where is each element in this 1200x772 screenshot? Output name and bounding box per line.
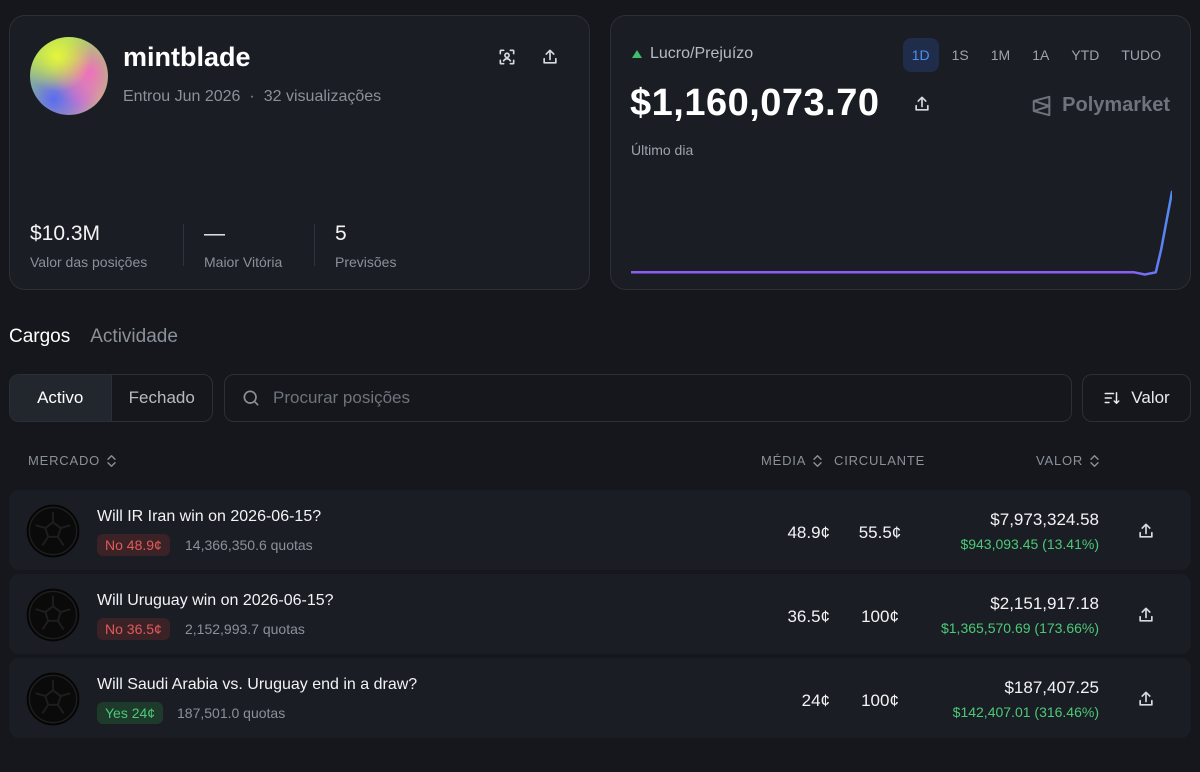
qr-scan-icon[interactable]: [496, 46, 518, 68]
stat-divider: [314, 224, 315, 266]
position-pnl: $142,407.01 (316.46%): [952, 704, 1099, 720]
position-row[interactable]: Will IR Iran win on 2026-06-15? No 48.9¢ 1…: [9, 490, 1191, 570]
market-title[interactable]: Will IR Iran win on 2026-06-15?: [97, 508, 322, 525]
sort-toggle-icon: [1090, 454, 1099, 467]
avatar[interactable]: [30, 37, 108, 115]
sort-descending-icon: [1104, 392, 1120, 404]
range-tab-1a[interactable]: 1A: [1032, 47, 1050, 63]
position-pnl: $1,365,570.69 (173.66%): [940, 620, 1099, 636]
stat-biggest-win: — Maior Vitória: [204, 222, 282, 270]
stat-divider: [183, 224, 184, 266]
average-price: 48.9¢: [787, 523, 830, 542]
range-tab-1d[interactable]: 1D: [902, 38, 939, 72]
stat-value: $10.3M: [30, 222, 101, 245]
soccer-ball-icon: [26, 588, 80, 642]
range-tabs: 1D 1S 1M 1A YTD TUDO: [902, 38, 1170, 72]
profile-meta: Entrou Jun 2026 · 32 visualizações: [123, 88, 381, 106]
meta-separator: ·: [249, 88, 255, 105]
position-value: $2,151,917.18: [990, 594, 1099, 613]
range-tab-tudo[interactable]: TUDO: [1121, 47, 1161, 63]
polymarket-logo-icon: [1032, 95, 1051, 116]
stat-label: Valor das posições: [30, 254, 148, 270]
polymarket-brand: Polymarket: [1031, 94, 1170, 117]
header-average[interactable]: MÉDIA: [761, 453, 823, 468]
filter-closed[interactable]: Fechado: [128, 388, 195, 407]
share-count: 14,366,350.6 quotas: [185, 537, 313, 553]
market-title[interactable]: Will Uruguay win on 2026-06-15?: [97, 592, 334, 609]
position-value: $187,407.25: [1004, 678, 1099, 697]
header-current-label: CIRCULANTE: [834, 453, 926, 468]
main-tabs: Cargos Actividade: [9, 326, 178, 348]
pnl-chart: [631, 190, 1172, 276]
search-icon: [243, 390, 259, 406]
stat-value: —: [204, 222, 225, 245]
header-market-label: MERCADO: [28, 453, 101, 468]
sort-toggle-icon: [813, 454, 822, 467]
market-title[interactable]: Will Saudi Arabia vs. Uruguay end in a d…: [97, 676, 418, 693]
outcome-badge: No 48.9¢: [97, 534, 170, 556]
outcome-badge: No 36.5¢: [97, 618, 170, 640]
range-tab-1s[interactable]: 1S: [951, 47, 969, 63]
stat-positions-value: $10.3M Valor das posições: [30, 222, 147, 270]
search-box: [224, 374, 1072, 422]
header-current: CIRCULANTE: [834, 453, 925, 468]
soccer-ball-icon: [26, 504, 80, 558]
sort-toggle-icon: [107, 454, 116, 467]
stat-value: 5: [335, 222, 347, 245]
range-caption: Último dia: [631, 142, 694, 158]
header-value[interactable]: VALOR: [1036, 453, 1100, 468]
average-price: 36.5¢: [787, 607, 830, 626]
position-row[interactable]: Will Saudi Arabia vs. Uruguay end in a d…: [9, 658, 1191, 738]
brand-name: Polymarket: [1062, 94, 1170, 116]
joined-date: Entrou Jun 2026: [123, 88, 241, 105]
share-icon[interactable]: [1136, 521, 1156, 541]
current-price: 100¢: [861, 691, 899, 710]
range-tab-ytd[interactable]: YTD: [1071, 47, 1100, 63]
stat-predictions: 5 Previsões: [335, 222, 396, 270]
sort-label: Valor: [1131, 388, 1170, 407]
status-filter: Activo Fechado: [9, 374, 213, 422]
soccer-ball-icon: [26, 672, 80, 726]
triangle-up-icon: [632, 50, 642, 58]
pnl-label: Lucro/Prejuízo: [650, 45, 754, 62]
current-price: 100¢: [861, 607, 899, 626]
share-icon[interactable]: [1136, 689, 1156, 709]
sort-button[interactable]: Valor: [1082, 374, 1191, 422]
filter-active[interactable]: Activo: [10, 375, 112, 421]
stat-label: Maior Vitória: [204, 254, 283, 270]
stat-label: Previsões: [335, 254, 397, 270]
header-average-label: MÉDIA: [761, 453, 807, 468]
share-count: 2,152,993.7 quotas: [185, 621, 305, 637]
header-value-label: VALOR: [1036, 453, 1084, 468]
search-input[interactable]: [273, 388, 1053, 408]
share-icon[interactable]: [1136, 605, 1156, 625]
pnl-value: $1,160,073.70: [630, 82, 880, 124]
range-tab-1m[interactable]: 1M: [990, 47, 1011, 63]
username: mintblade: [123, 42, 251, 72]
pnl-series-line: [631, 190, 1172, 276]
current-price: 55.5¢: [858, 523, 902, 542]
share-count: 187,501.0 quotas: [177, 705, 286, 721]
tab-positions[interactable]: Cargos: [9, 326, 71, 347]
profile-card: mintblade Entrou Jun 2026 · 32 visualizaçõ…: [9, 15, 590, 290]
share-icon[interactable]: [911, 93, 933, 115]
average-price: 24¢: [801, 691, 830, 710]
position-value: $7,973,324.58: [990, 510, 1099, 529]
pnl-header: Lucro/Prejuízo: [632, 45, 753, 63]
tab-activity[interactable]: Actividade: [90, 326, 178, 347]
outcome-badge: Yes 24¢: [97, 702, 164, 724]
position-row[interactable]: Will Uruguay win on 2026-06-15? No 36.5¢ 2…: [9, 574, 1191, 654]
view-count: 32 visualizações: [263, 88, 382, 105]
share-icon[interactable]: [539, 46, 561, 68]
position-pnl: $943,093.45 (13.41%): [960, 536, 1099, 552]
pnl-card: Lucro/Prejuízo 1D 1S 1M 1A YTD TUDO $1,160,07…: [610, 15, 1191, 290]
header-market[interactable]: MERCADO: [28, 453, 117, 468]
